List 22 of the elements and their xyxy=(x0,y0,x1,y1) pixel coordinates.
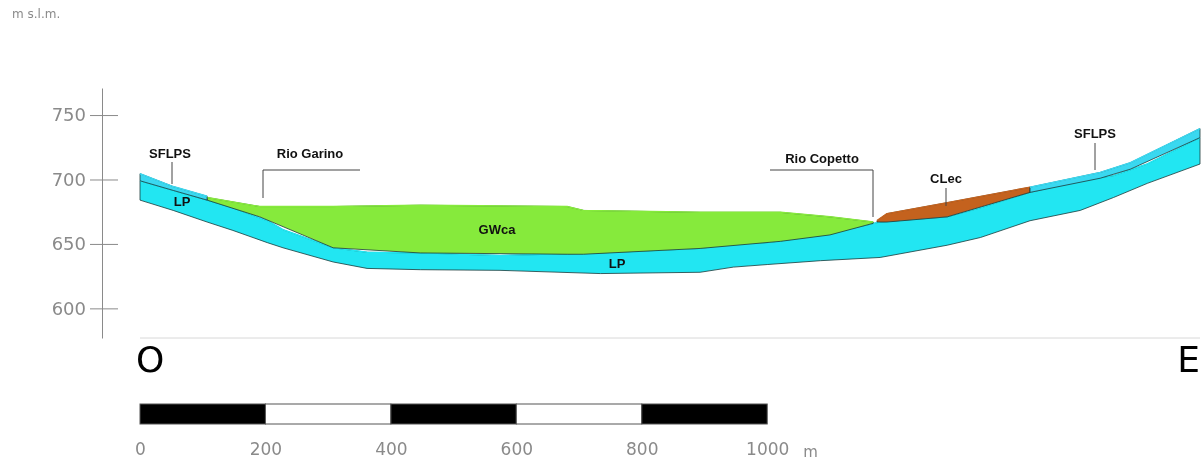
x-tick-label: 600 xyxy=(500,439,534,460)
annotation: CLec xyxy=(930,171,962,187)
y-tick-label: 650 xyxy=(51,233,86,255)
annotation: Rio Copetto xyxy=(785,151,859,167)
annotation: SFLPS xyxy=(149,146,192,162)
x-tick-label: 400 xyxy=(375,439,408,460)
text: E xyxy=(1177,339,1200,380)
text: m s.l.m. xyxy=(12,7,61,21)
annotation: Rio Garino xyxy=(276,146,344,162)
y-tick-label: 700 xyxy=(51,168,86,190)
x-tick-label: 0 xyxy=(135,439,146,460)
annotation: LP xyxy=(608,256,626,272)
text: O xyxy=(136,339,165,380)
y-tick-label: 600 xyxy=(51,297,86,319)
x-axis-title: m xyxy=(803,443,818,461)
y-tick-label: 750 xyxy=(51,104,86,126)
x-tick-label: 800 xyxy=(626,439,659,460)
annotation: LP xyxy=(173,194,191,210)
x-tick-label: 1000 xyxy=(746,439,790,460)
annotation: GWca xyxy=(478,222,517,238)
annotation: SFLPS xyxy=(1074,126,1117,142)
x-tick-label: 200 xyxy=(249,439,283,460)
